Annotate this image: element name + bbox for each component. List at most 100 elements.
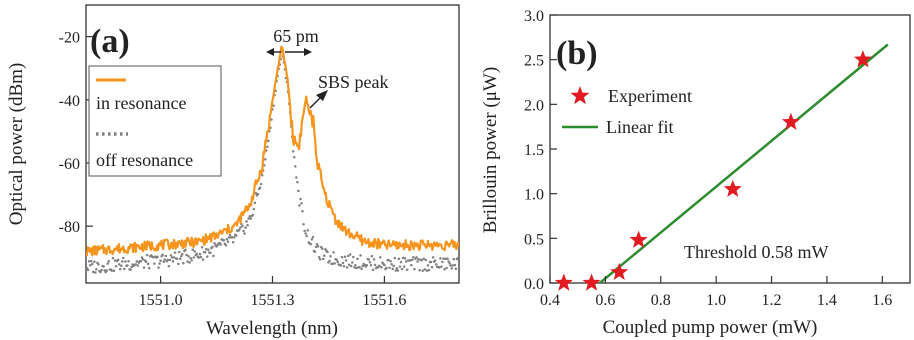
off-resonance-point — [99, 270, 102, 274]
off-resonance-point — [180, 254, 183, 258]
off-resonance-point — [402, 265, 406, 268]
off-resonance-point — [423, 268, 427, 271]
off-resonance-point — [192, 256, 196, 259]
off-resonance-point — [209, 251, 212, 254]
off-resonance-point — [430, 265, 434, 269]
off-resonance-point — [365, 264, 369, 267]
off-resonance-point — [450, 267, 453, 270]
off-resonance-point — [213, 241, 216, 245]
off-resonance-point — [326, 250, 329, 254]
panel-b-y-tick-label: 0.5 — [524, 231, 544, 248]
off-resonance-point — [315, 242, 319, 246]
off-resonance-point — [260, 174, 264, 177]
panel-b-y-axis-label: Brillouin power (μW) — [480, 67, 501, 233]
off-resonance-point — [303, 229, 306, 233]
off-resonance-point — [383, 263, 386, 267]
off-resonance-point — [333, 262, 336, 265]
off-resonance-point — [379, 256, 382, 259]
off-resonance-point — [93, 260, 96, 263]
off-resonance-point — [152, 256, 155, 259]
off-resonance-point — [176, 262, 180, 266]
off-resonance-point — [441, 260, 444, 264]
off-resonance-point — [201, 258, 205, 261]
sbs-peak-label: SBS peak — [318, 72, 389, 92]
off-resonance-point — [380, 265, 383, 269]
sbs-annotation: SBS peak — [309, 72, 389, 109]
off-resonance-point — [412, 256, 415, 259]
panel-b-plot-frame — [549, 14, 911, 284]
off-resonance-point — [400, 267, 404, 271]
off-resonance-point — [122, 256, 125, 260]
off-resonance-point — [239, 226, 242, 229]
experiment-point — [582, 273, 601, 291]
off-resonance-point — [247, 217, 250, 220]
off-resonance-point — [351, 261, 354, 264]
off-resonance-point — [373, 263, 377, 267]
off-resonance-point — [329, 255, 332, 258]
off-resonance-point — [222, 238, 226, 242]
off-resonance-point — [342, 264, 346, 268]
off-resonance-point — [391, 267, 394, 271]
off-resonance-point — [245, 220, 248, 223]
panel-a-y-tick-label: -20 — [59, 30, 80, 47]
panel-a-x-axis-label: Wavelength (nm) — [206, 318, 338, 339]
off-resonance-point — [369, 263, 373, 267]
off-resonance-point — [124, 260, 127, 263]
panel-a-y-tick-label: -80 — [59, 219, 80, 236]
off-resonance-point — [224, 244, 228, 247]
off-resonance-point — [197, 256, 201, 259]
off-resonance-point — [299, 197, 302, 201]
panel-b-x-axis-label: Coupled pump power (mW) — [603, 317, 818, 338]
panel-b-label: (b) — [556, 35, 598, 72]
off-resonance-point — [368, 261, 372, 264]
off-resonance-point — [294, 165, 297, 168]
off-resonance-point — [92, 270, 95, 274]
off-resonance-point — [421, 269, 424, 272]
off-resonance-point — [302, 223, 305, 226]
off-resonance-point — [390, 262, 393, 266]
off-resonance-point — [393, 256, 397, 260]
off-resonance-point — [311, 235, 315, 239]
legend-label-in-resonance: in resonance — [96, 93, 186, 113]
off-resonance-point — [191, 248, 194, 251]
off-resonance-point — [111, 256, 115, 260]
off-resonance-point — [425, 269, 429, 272]
panel-a-label: (a) — [90, 23, 130, 60]
panel-b-x-tick-label: 1.0 — [706, 292, 726, 309]
panel-b-y-tick-label: 2.5 — [524, 53, 544, 70]
off-resonance-point — [301, 210, 304, 213]
off-resonance-point — [359, 254, 362, 257]
off-resonance-point — [173, 251, 177, 254]
off-resonance-point — [119, 264, 123, 268]
off-resonance-point — [416, 260, 419, 263]
off-resonance-point — [186, 260, 189, 263]
panel-b-y-tick-label: 1.5 — [524, 142, 544, 159]
off-resonance-point — [135, 260, 139, 263]
off-resonance-point — [355, 266, 358, 270]
off-resonance-point — [156, 255, 159, 258]
threshold-annotation: Threshold 0.58 mW — [684, 242, 828, 262]
panel-b-x-tick-label: 1.6 — [872, 292, 892, 309]
off-resonance-point — [164, 254, 168, 258]
off-resonance-point — [433, 259, 437, 262]
off-resonance-point — [95, 268, 98, 271]
off-resonance-point — [456, 256, 459, 260]
off-resonance-point — [446, 257, 449, 260]
panel-a-y-axis-label: Optical power (dBm) — [6, 63, 27, 226]
off-resonance-point — [420, 258, 423, 262]
off-resonance-point — [415, 256, 418, 259]
off-resonance-point — [107, 260, 111, 263]
off-resonance-point — [116, 258, 120, 262]
off-resonance-point — [270, 118, 273, 121]
off-resonance-point — [318, 258, 322, 261]
off-resonance-point — [431, 256, 435, 259]
off-resonance-point — [427, 268, 431, 272]
off-resonance-point — [293, 156, 296, 159]
off-resonance-point — [454, 267, 458, 270]
off-resonance-point — [195, 252, 199, 256]
off-resonance-point — [193, 250, 197, 253]
experiment-point — [853, 50, 872, 68]
off-resonance-point — [305, 234, 308, 238]
off-resonance-point — [339, 264, 343, 267]
off-resonance-point — [139, 260, 143, 263]
